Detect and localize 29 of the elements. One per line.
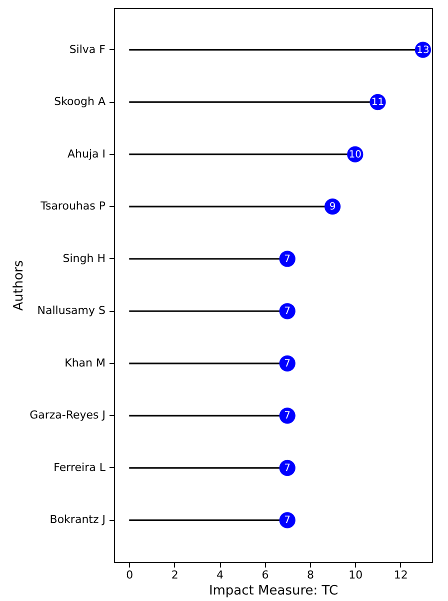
x-tick-label: 4	[216, 568, 224, 582]
data-label: 7	[284, 515, 291, 526]
y-axis-title: Authors	[12, 260, 27, 311]
data-label: 7	[284, 410, 291, 422]
y-tick-label: Nallusamy S	[37, 304, 106, 318]
data-label: 7	[284, 358, 291, 370]
y-tick-label: Ahuja I	[67, 147, 106, 160]
data-label: 13	[416, 44, 430, 56]
data-label: 7	[284, 462, 291, 474]
data-label: 7	[284, 306, 291, 318]
y-tick-label: Singh H	[62, 252, 106, 265]
x-tick-label: 6	[262, 568, 269, 582]
x-tick-label: 10	[348, 568, 363, 582]
data-label: 7	[284, 254, 291, 265]
y-tick-label: Khan M	[64, 356, 106, 370]
y-tick-label: Tsarouhas P	[40, 200, 106, 213]
y-tick-label: Skoogh A	[54, 95, 106, 108]
y-tick-label: Garza-Reyes J	[30, 408, 106, 422]
x-tick-label: 0	[126, 568, 134, 582]
x-tick-label: 12	[394, 568, 408, 582]
data-label: 10	[348, 149, 362, 160]
data-label: 11	[371, 97, 384, 108]
y-tick-label: Silva F	[69, 42, 106, 56]
data-label: 9	[329, 202, 336, 213]
y-tick-label: Bokrantz J	[50, 513, 106, 526]
x-axis-title: Impact Measure: TC	[208, 584, 338, 598]
x-tick-label: 2	[171, 568, 178, 582]
x-tick-label: 8	[306, 568, 314, 582]
y-tick-label: Ferreira L	[54, 460, 106, 474]
